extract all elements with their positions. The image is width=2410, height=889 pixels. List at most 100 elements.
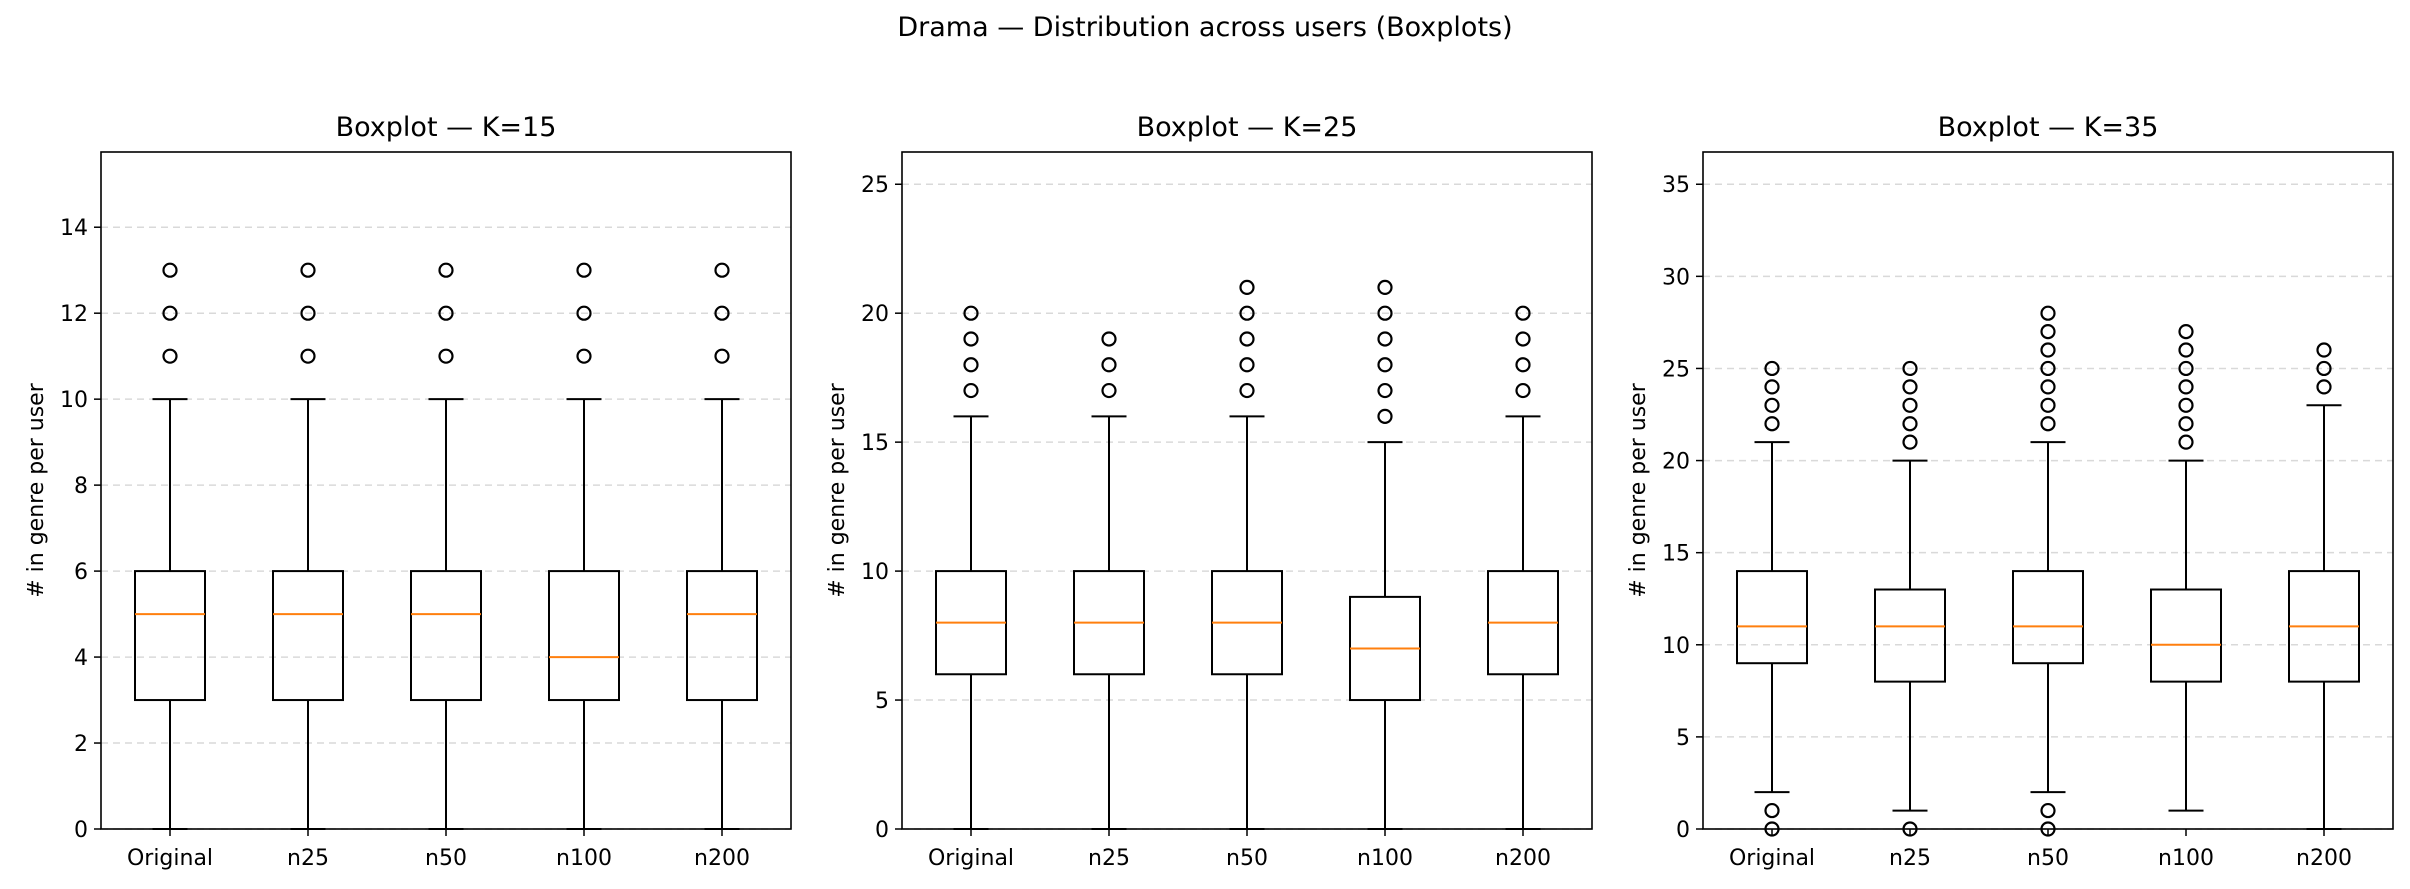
flier-point [1377,382,1393,399]
flier-point [963,331,979,347]
x-tick-label: n50 [2027,846,2069,871]
x-tick-label: Original [928,846,1014,871]
flier-point [1515,331,1531,347]
y-tick-label: 0 [74,818,88,843]
y-tick-label: 2 [74,732,88,757]
box-Original [134,262,206,830]
flier-point [1239,382,1255,399]
y-axis-label: # in genre per user [24,382,49,597]
flier-point [1239,331,1255,347]
subplot-title: Boxplot — K=25 [1137,112,1358,143]
flier-point [162,348,178,364]
y-tick-label: 5 [875,689,889,714]
flier-point [1764,360,1780,377]
flier-point [1239,279,1255,295]
x-tick-label: n100 [1357,846,1413,871]
y-tick-label: 0 [1676,818,1690,843]
x-tick-label: n100 [556,846,612,871]
flier-point [714,348,730,364]
y-tick-label: 0 [875,818,889,843]
flier-point [2178,416,2194,432]
box-n25 [1874,360,1946,837]
flier-point [1515,382,1531,399]
flier-point [300,262,316,278]
flier-point [1515,305,1531,321]
y-tick-label: 25 [1662,357,1690,382]
box-iqr [134,570,206,702]
box-iqr [686,570,758,702]
y-tick-label: 4 [74,646,88,671]
x-tick-label: n200 [694,846,750,871]
y-tick-label: 30 [1662,265,1690,290]
flier-point [1902,379,1918,395]
y-axis-label: # in genre per user [825,382,850,597]
flier-point [1764,379,1780,395]
flier-point [2040,305,2056,321]
box-iqr [548,570,620,702]
box-n25 [272,262,344,830]
flier-point [2040,379,2056,395]
flier-point [438,305,454,321]
y-tick-label: 15 [861,431,889,456]
y-tick-label: 6 [74,560,88,585]
box-n25 [1073,331,1145,830]
subplot-1: 0 2 4 6 8 10 12 14 Original n25 n50 n100 n200 Boxplot… [24,112,792,871]
flier-point [1515,357,1531,373]
flier-point [963,305,979,321]
flier-point [300,305,316,321]
flier-point [2040,416,2056,432]
flier-point [1377,408,1393,424]
x-tick-label: n25 [287,846,329,871]
box-n50 [1211,279,1283,830]
x-tick-label: n200 [1495,846,1551,871]
flier-point [2040,342,2056,358]
flier-point [2178,434,2194,450]
box-n100 [2150,324,2222,812]
y-tick-label: 25 [861,173,889,198]
box-iqr [410,570,482,702]
box-iqr [2012,570,2084,665]
flier-point [1377,331,1393,347]
flier-point [576,262,592,278]
flier-point [714,262,730,278]
figure-suptitle: Drama — Distribution across users (Boxpl… [897,12,1513,43]
flier-point [1902,416,1918,432]
flier-point [963,382,979,399]
flier-point [714,305,730,321]
y-tick-label: 8 [74,474,88,499]
subplot-2: 0 5 10 15 20 25 Original n25 n50 n100 n200 Boxplot … [825,112,1593,871]
flier-point [2316,360,2332,377]
flier-point [162,262,178,278]
flier-point [1377,357,1393,373]
flier-point [576,348,592,364]
flier-point [1101,331,1117,347]
flier-point [2178,397,2194,413]
flier-point [2040,802,2056,819]
box-n200 [686,262,758,830]
flier-point [576,305,592,321]
x-tick-label: n25 [1088,846,1130,871]
flier-point [1902,397,1918,413]
flier-point [2316,342,2332,358]
x-tick-label: n200 [2296,846,2352,871]
x-tick-label: n50 [1226,846,1268,871]
flier-point [1764,802,1780,819]
subplot-title: Boxplot — K=15 [336,112,557,143]
box-n100 [548,262,620,830]
flier-point [1764,416,1780,432]
flier-point [2178,379,2194,395]
flier-point [1764,397,1780,413]
flier-point [438,262,454,278]
flier-point [1377,279,1393,295]
y-tick-label: 14 [60,216,88,241]
box-n200 [1487,305,1559,830]
box-Original [935,305,1007,830]
y-tick-label: 20 [861,302,889,327]
flier-point [2178,324,2194,340]
flier-point [2040,360,2056,377]
box-n200 [2288,342,2360,830]
y-tick-label: 15 [1662,542,1690,567]
y-axis-label: # in genre per user [1626,382,1651,597]
x-tick-label: Original [127,846,213,871]
